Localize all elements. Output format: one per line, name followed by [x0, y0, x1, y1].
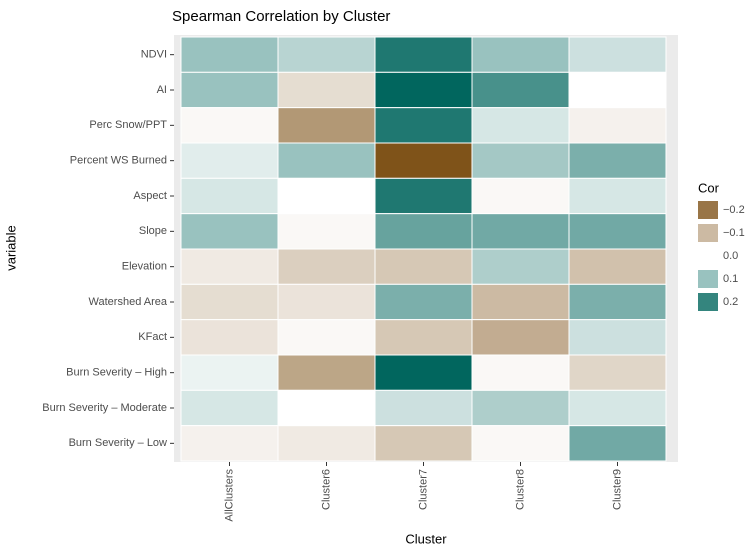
legend-key [698, 247, 718, 265]
x-tick-label: Cluster9 [611, 469, 623, 510]
y-tick-label: NDVI [141, 49, 167, 61]
heat-cell [374, 177, 473, 215]
y-tick-label: Percent WS Burned [70, 155, 167, 167]
heat-cell [180, 319, 279, 356]
y-tick-label: Watershed Area [89, 296, 168, 308]
legend-key [698, 224, 718, 242]
heat-cell [277, 425, 376, 462]
heat-cell [471, 107, 570, 144]
heat-cell [374, 248, 473, 285]
heat-cell [471, 71, 570, 109]
y-tick-label: Aspect [133, 190, 167, 202]
x-tick-label: Cluster7 [417, 469, 429, 510]
heat-cell [568, 177, 667, 215]
legend-label: 0.2 [723, 296, 738, 308]
chart-title: Spearman Correlation by Cluster [172, 8, 390, 25]
legend-key [698, 201, 718, 219]
heat-cell [374, 213, 473, 250]
heat-cell [568, 71, 667, 109]
x-tick-label: Cluster6 [320, 469, 332, 510]
heat-cell [277, 177, 376, 215]
heat-cell [471, 177, 570, 215]
heat-cell [374, 107, 473, 144]
x-tick-label: Cluster8 [514, 469, 526, 510]
heat-cell [568, 142, 667, 179]
heat-cell [568, 354, 667, 391]
heat-cell [471, 248, 570, 285]
heat-cell [277, 354, 376, 391]
heat-cell [180, 248, 279, 285]
heat-cell [471, 36, 570, 73]
heat-cell [374, 389, 473, 427]
heat-cell [374, 71, 473, 109]
heat-cell [277, 142, 376, 179]
heat-cell [180, 213, 279, 250]
heat-cell [180, 142, 279, 179]
heat-cell [471, 319, 570, 356]
x-tick-label: AllClusters [223, 469, 235, 522]
heat-cell [568, 213, 667, 250]
y-axis-title: variable [3, 225, 18, 271]
heat-cell [374, 36, 473, 73]
legend-label: −0.2 [723, 204, 745, 216]
y-tick-label: Perc Snow/PPT [89, 119, 167, 131]
heat-cell [180, 36, 279, 73]
heat-cell [471, 142, 570, 179]
legend-label: 0.1 [723, 273, 738, 285]
heat-cell [277, 319, 376, 356]
legend-key [698, 270, 718, 288]
heat-cell [180, 425, 279, 462]
heat-cell [568, 283, 667, 321]
legend-label: 0.0 [723, 250, 738, 262]
heat-cell [180, 283, 279, 321]
heat-cell [277, 248, 376, 285]
heat-cell [277, 107, 376, 144]
heat-cell [568, 36, 667, 73]
legend-key [698, 293, 718, 311]
heat-cell [374, 142, 473, 179]
heat-cell [568, 425, 667, 462]
y-tick-label: KFact [138, 331, 167, 343]
heat-cell [568, 248, 667, 285]
heat-cell [180, 71, 279, 109]
heat-cell [180, 107, 279, 144]
legend-title: Cor [698, 180, 720, 195]
heat-cell [374, 354, 473, 391]
heat-cell [277, 389, 376, 427]
heat-cell [180, 389, 279, 427]
heat-cell [374, 283, 473, 321]
heat-cell [180, 354, 279, 391]
heat-cell [277, 213, 376, 250]
heat-cell [180, 177, 279, 215]
y-tick-label: Elevation [122, 261, 167, 273]
heat-cell [568, 389, 667, 427]
heat-cell [277, 283, 376, 321]
y-tick-label: Burn Severity – High [66, 367, 167, 379]
heat-cell [471, 283, 570, 321]
heat-cell [374, 425, 473, 462]
heat-cell [374, 319, 473, 356]
legend-label: −0.1 [723, 227, 745, 239]
y-tick-label: AI [157, 84, 167, 96]
heat-cell [568, 319, 667, 356]
heat-cell [471, 354, 570, 391]
heat-cell [277, 71, 376, 109]
heat-cell [277, 36, 376, 73]
heat-cell [471, 425, 570, 462]
heat-cell [471, 389, 570, 427]
heat-cell [568, 107, 667, 144]
y-tick-label: Slope [139, 225, 167, 237]
x-axis-title: Cluster [405, 531, 447, 546]
y-tick-label: Burn Severity – Low [69, 437, 167, 449]
heat-cell [471, 213, 570, 250]
y-tick-label: Burn Severity – Moderate [42, 402, 167, 414]
